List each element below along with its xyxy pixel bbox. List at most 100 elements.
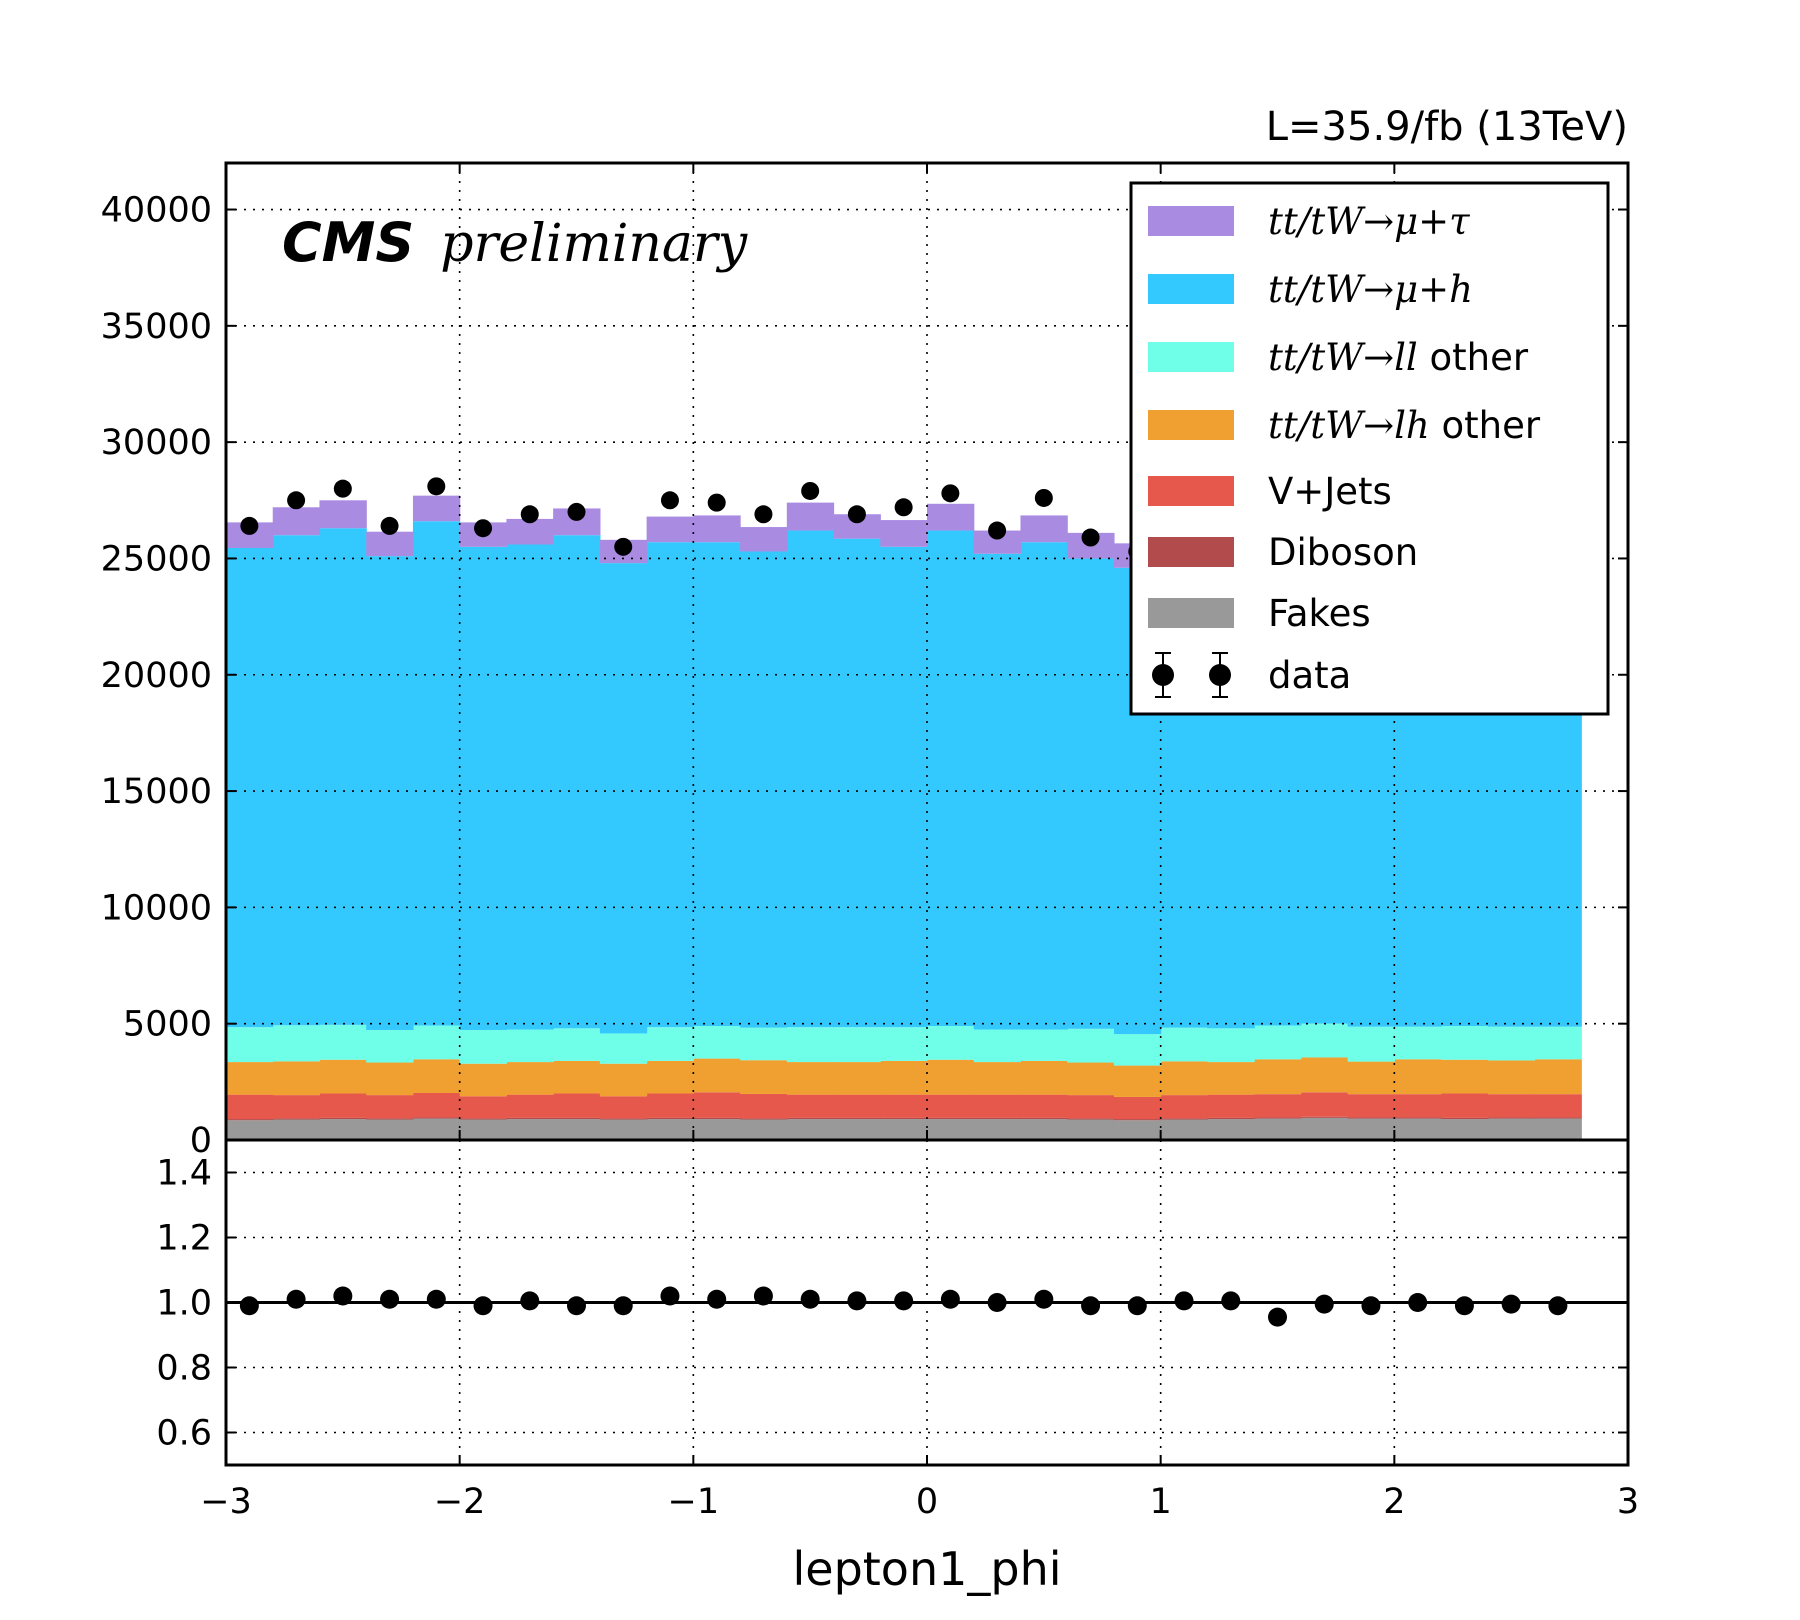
- ratio-point: [800, 1289, 820, 1309]
- stack-bar: [319, 1117, 367, 1120]
- ratio-point: [380, 1289, 400, 1309]
- main-panel: 0 5000 10000 15000 20000 25000 30000 35000 40000…: [101, 161, 1630, 1161]
- stack-bar: [1020, 1119, 1068, 1140]
- stack-bar: [506, 1117, 554, 1120]
- stack-bar: [1207, 1028, 1255, 1063]
- stack-bar: [927, 1119, 975, 1140]
- stack-bar: [693, 1119, 741, 1140]
- stack-bar: [319, 1059, 367, 1094]
- y-tick-label: 10000: [101, 888, 212, 928]
- stack-bar: [973, 1119, 1022, 1140]
- legend-label: V+Jets: [1268, 470, 1392, 513]
- stack-bar: [693, 1058, 741, 1093]
- stack-bar: [646, 1060, 694, 1094]
- stack-bar: [459, 1029, 507, 1064]
- lumi-label: L=35.9/fb (13TeV): [1266, 104, 1628, 150]
- stack-bar: [973, 553, 1022, 1030]
- legend-label-text: other: [1430, 404, 1541, 447]
- stack-bar: [927, 1094, 975, 1118]
- stack-bar: [599, 1119, 648, 1140]
- stack-bar: [880, 546, 928, 1028]
- stack-bar: [599, 563, 648, 1034]
- x-axis-label: lepton1_phi: [792, 1542, 1061, 1596]
- stack-bar: [927, 503, 975, 531]
- stack-bar: [1207, 1119, 1255, 1140]
- stack-bar: [1487, 1026, 1536, 1061]
- stack-bar: [646, 1027, 694, 1061]
- legend-label: tt/tW→μ+h: [1268, 268, 1473, 311]
- stack-bar: [1394, 1117, 1442, 1119]
- ratio-point: [847, 1291, 867, 1311]
- stack-bar: [880, 520, 928, 547]
- legend-label-text: Diboson: [1268, 531, 1418, 574]
- y-tick-label: 5000: [123, 1005, 212, 1045]
- stack-bar: [1300, 1023, 1349, 1058]
- stack-bar: [833, 1119, 881, 1140]
- ratio-point: [1361, 1296, 1381, 1316]
- stack-bar: [459, 1118, 507, 1120]
- ratio-point: [1314, 1294, 1334, 1314]
- legend-label-math: tt/tW→μ+h: [1268, 268, 1473, 311]
- data-point: [520, 505, 539, 524]
- y-tick-label: 25000: [101, 539, 212, 579]
- stack-bar: [646, 1093, 694, 1118]
- stack-bar: [927, 530, 975, 1027]
- stack-bar: [1347, 1061, 1395, 1095]
- stack-bar: [1347, 1094, 1395, 1118]
- stack-bar: [459, 546, 507, 1030]
- ratio-axes-frame: [224, 1138, 1630, 1467]
- stack-bar: [646, 516, 694, 543]
- stack-bar: [1254, 1118, 1302, 1140]
- y-tick-label: 30000: [101, 423, 212, 463]
- data-point: [894, 498, 913, 517]
- stack-3: [226, 1057, 1582, 1097]
- legend-label-text: Fakes: [1268, 592, 1371, 635]
- ratio-point: [520, 1291, 540, 1311]
- ratio-point: [333, 1286, 353, 1306]
- stack-bar: [1300, 1057, 1349, 1093]
- data-point: [380, 516, 399, 535]
- legend-entry: Fakes: [1148, 592, 1371, 635]
- stack-bar: [1067, 1062, 1115, 1096]
- data-point: [847, 505, 866, 524]
- legend-label-text: other: [1418, 336, 1529, 379]
- x-tick-label: 1: [1150, 1482, 1172, 1522]
- data-point: [474, 519, 493, 538]
- ratio-point: [239, 1296, 259, 1316]
- main-y-ticks: 0 5000 10000 15000 20000 25000 30000 35000 40000: [101, 191, 1628, 1161]
- stack-bar: [1254, 1117, 1302, 1119]
- data-point: [567, 502, 586, 521]
- legend-swatch: [1148, 274, 1234, 304]
- stack-bar: [553, 1028, 601, 1061]
- stack-bar: [1067, 558, 1115, 1029]
- stack-bar: [272, 1095, 321, 1119]
- stack-bar: [366, 1118, 414, 1120]
- stack-bar: [1113, 1120, 1162, 1140]
- stack-bar: [1020, 515, 1068, 543]
- legend-entry: data: [1152, 652, 1351, 698]
- stack-bar: [786, 1119, 835, 1140]
- stack-bar: [366, 1119, 414, 1140]
- stack-bar: [740, 1118, 788, 1120]
- stack-4: [226, 1023, 1582, 1066]
- stack-bar: [693, 1092, 741, 1118]
- ratio-point: [567, 1296, 586, 1316]
- stack-bar: [1067, 1028, 1115, 1063]
- legend-swatch: [1148, 476, 1234, 506]
- legend-swatch: [1148, 342, 1234, 372]
- stack-bar: [412, 1059, 461, 1094]
- x-tick-label: −1: [668, 1482, 720, 1522]
- stack-bar: [927, 1059, 975, 1095]
- legend-label: Fakes: [1268, 592, 1371, 635]
- stack-bar: [366, 1062, 414, 1096]
- stack-bar: [880, 1094, 928, 1118]
- y-tick-label: 15000: [101, 772, 212, 812]
- stack-1: [226, 1116, 1582, 1121]
- stack-bar: [1441, 1093, 1489, 1118]
- cms-label: CMS preliminary: [282, 211, 748, 274]
- ratio-point: [426, 1289, 446, 1309]
- ratio-y-ticks: 0.6 0.8 1.0 1.2 1.4: [156, 1154, 1628, 1454]
- stack-bar: [740, 551, 788, 1028]
- stack-bar: [646, 542, 694, 1028]
- stack-bar: [272, 1061, 321, 1096]
